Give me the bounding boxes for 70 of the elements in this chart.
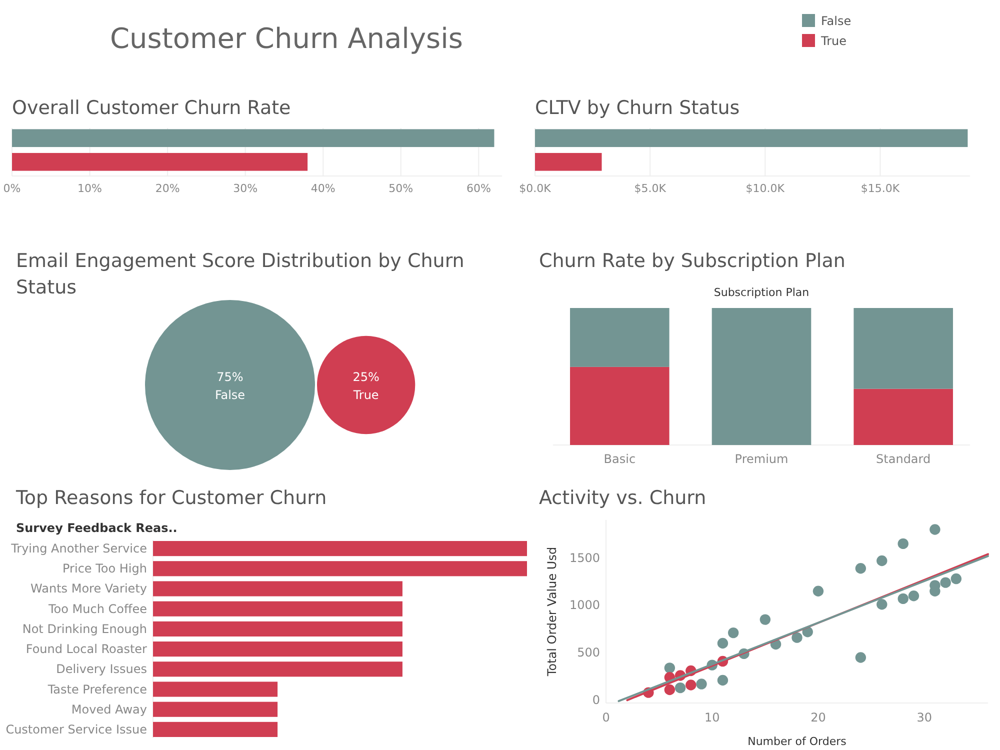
x-tick-label: Basic [604, 452, 636, 466]
x-tick-label: 10% [78, 182, 102, 195]
y-tick-label: Moved Away [71, 702, 147, 716]
x-tick-label: 60% [466, 182, 491, 195]
point [930, 524, 940, 535]
y-axis-title: Total Order Value Usd [545, 546, 559, 678]
category-label: True [352, 388, 379, 402]
y-axis-title: Survey Feedback Reas.. [16, 521, 178, 535]
x-tick-label: $10.0K [746, 182, 786, 195]
point [812, 586, 824, 596]
text: Customer Churn Analysis [110, 22, 463, 55]
point [728, 627, 739, 638]
y-tick-label: 500 [577, 646, 600, 660]
point [898, 538, 908, 550]
x-tick-label: 30 [916, 710, 932, 725]
x-tick-label: 20% [155, 182, 180, 195]
x-tick-label: 10 [704, 710, 720, 725]
x-axis-title: Number of Orders [748, 735, 847, 748]
point [717, 638, 728, 649]
x-tick-label: 40% [310, 182, 336, 195]
point [940, 577, 951, 588]
point [717, 674, 728, 686]
legend-label: True [820, 34, 846, 48]
data-label: 75% [216, 370, 244, 384]
text: Email Engagement Score Distribution by Churn Status [16, 250, 464, 299]
x-tick-label: 0 [602, 710, 610, 725]
point [908, 590, 920, 602]
x-tick-label: 30% [233, 182, 258, 195]
chart-title: Churn Rate by Subscription Plan [539, 250, 846, 272]
point [876, 599, 888, 610]
point [855, 652, 866, 663]
point [760, 614, 771, 625]
data-label: 25% [352, 370, 380, 384]
point [664, 684, 676, 696]
y-tick-label: Delivery Issues [56, 662, 147, 676]
y-tick-label: 0 [592, 692, 600, 707]
y-tick-label: Taste Preference [46, 682, 147, 696]
chart-title: CLTV by Churn Status [535, 97, 740, 119]
point [898, 593, 908, 604]
x-tick-label: $0.0K [519, 182, 552, 195]
chart-title: Overall Customer Churn Rate [12, 97, 291, 119]
x-tick-label: Standard [876, 452, 931, 466]
legend-label: False [821, 14, 852, 28]
point [792, 632, 802, 643]
x-tick-label: 20 [810, 710, 826, 725]
y-tick-label: Not Drinking Enough [22, 622, 147, 636]
point [950, 573, 962, 584]
point [696, 678, 707, 690]
y-tick-label: Too Much Coffee [47, 602, 147, 616]
chart-title: Activity vs. Churn [539, 487, 706, 509]
point [664, 662, 676, 674]
point [674, 682, 686, 694]
y-tick-label: Trying Another Service [10, 542, 147, 556]
x-tick-label: Premium [734, 452, 788, 466]
y-tick-label: 1500 [569, 550, 600, 565]
category-label: False [214, 388, 246, 402]
x-tick-label: 50% [388, 182, 414, 195]
y-tick-label: Customer Service Issue [6, 722, 147, 736]
x-tick-label: $5.0K [634, 182, 667, 195]
point [855, 563, 866, 574]
y-tick-label: 1000 [569, 598, 600, 612]
y-tick-label: Price Too High [62, 562, 147, 576]
x-tick-label: 0% [3, 182, 21, 195]
point [876, 555, 888, 566]
x-tick-label: $15.0K [860, 182, 900, 195]
chart-title: Top Reasons for Customer Churn [15, 487, 327, 509]
point [686, 680, 696, 690]
x-axis-title: Subscription Plan [714, 286, 810, 299]
y-tick-label: Found Local Roaster [26, 642, 148, 656]
y-tick-label: Wants More Variety [30, 582, 147, 596]
